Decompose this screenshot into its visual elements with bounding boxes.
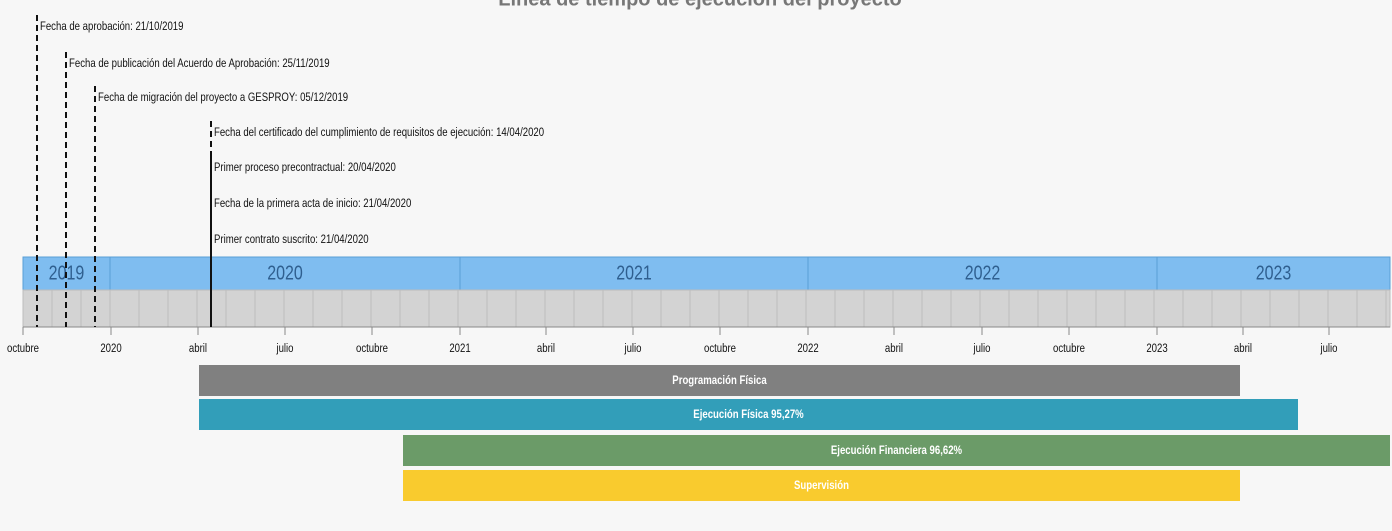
event-label-group: Fecha de aprobación: 21/10/2019 xyxy=(40,20,183,33)
month-label-group: julio xyxy=(973,342,991,355)
month-label-group: 2020 xyxy=(100,342,121,355)
event-label: Fecha del certificado del cumplimiento d… xyxy=(214,126,544,139)
month-label: julio xyxy=(624,342,642,355)
month-label-group: abril xyxy=(189,342,207,355)
month-label: julio xyxy=(1320,342,1338,355)
bar xyxy=(403,435,1390,466)
month-label: octubre xyxy=(356,342,388,355)
bar xyxy=(199,399,1298,430)
month-label: octubre xyxy=(1053,342,1085,355)
month-label: julio xyxy=(276,342,294,355)
bar xyxy=(403,470,1240,501)
month-label: 2021 xyxy=(449,342,470,355)
bar-label: Ejecución Financiera 96,62% xyxy=(831,444,962,457)
year-label: 2022 xyxy=(965,262,1001,284)
month-label-group: julio xyxy=(1320,342,1338,355)
year-label-group: 2022 xyxy=(965,262,1001,284)
month-label-group: abril xyxy=(885,342,903,355)
month-label: abril xyxy=(189,342,207,355)
bar-label-group: Programación Física xyxy=(672,374,767,387)
bar-label: Supervisión xyxy=(794,479,849,492)
title: Línea de tiempo de ejecución del proyect… xyxy=(498,0,901,10)
event-label: Fecha de migración del proyecto a GESPRO… xyxy=(98,91,348,104)
event-label-group: Primer contrato suscrito: 21/04/2020 xyxy=(214,233,369,246)
year-label: 2021 xyxy=(616,262,652,284)
bar-label-group: Supervisión xyxy=(794,479,849,492)
month-label: abril xyxy=(537,342,555,355)
event-label: Fecha de publicación del Acuerdo de Apro… xyxy=(69,57,330,70)
event-label-group: Fecha de publicación del Acuerdo de Apro… xyxy=(69,57,330,70)
month-label-group: 2021 xyxy=(449,342,470,355)
event-label-group: Fecha del certificado del cumplimiento d… xyxy=(214,126,544,139)
year-label-group: 2023 xyxy=(1256,262,1292,284)
year-label: 2020 xyxy=(267,262,303,284)
month-label: 2022 xyxy=(797,342,818,355)
month-label-group: abril xyxy=(537,342,555,355)
year-label: 2023 xyxy=(1256,262,1292,284)
month-label-group: octubre xyxy=(356,342,388,355)
month-label-group: 2023 xyxy=(1146,342,1167,355)
month-label-group: octubre xyxy=(704,342,736,355)
month-label: octubre xyxy=(704,342,736,355)
year-label-group: 2020 xyxy=(267,262,303,284)
month-label: octubre xyxy=(7,342,39,355)
bar xyxy=(199,365,1240,396)
event-label: Primer proceso precontractual: 20/04/202… xyxy=(214,161,396,174)
year-band xyxy=(22,256,1391,291)
event-label-group: Primer proceso precontractual: 20/04/202… xyxy=(214,161,396,174)
month-label-group: julio xyxy=(624,342,642,355)
month-label-group: abril xyxy=(1234,342,1252,355)
event-label-group: Fecha de migración del proyecto a GESPRO… xyxy=(98,91,348,104)
month-label: abril xyxy=(885,342,903,355)
event-label: Fecha de la primera acta de inicio: 21/0… xyxy=(214,197,411,210)
event-label: Fecha de aprobación: 21/10/2019 xyxy=(40,20,183,33)
bar-label: Ejecución Física 95,27% xyxy=(693,408,804,421)
bar-label: Programación Física xyxy=(672,374,767,387)
month-label: abril xyxy=(1234,342,1252,355)
year-label-group: 2021 xyxy=(616,262,652,284)
month-label-group: julio xyxy=(276,342,294,355)
month-label: julio xyxy=(973,342,991,355)
month-label: 2020 xyxy=(100,342,121,355)
month-label-group: octubre xyxy=(1053,342,1085,355)
event-label: Primer contrato suscrito: 21/04/2020 xyxy=(214,233,369,246)
month-band xyxy=(22,289,1391,328)
event-label-group: Fecha de la primera acta de inicio: 21/0… xyxy=(214,197,411,210)
month-label-group: 2022 xyxy=(797,342,818,355)
bar-label-group: Ejecución Financiera 96,62% xyxy=(831,444,962,457)
month-label-group: octubre xyxy=(7,342,39,355)
month-label: 2023 xyxy=(1146,342,1167,355)
bar-label-group: Ejecución Física 95,27% xyxy=(693,408,804,421)
